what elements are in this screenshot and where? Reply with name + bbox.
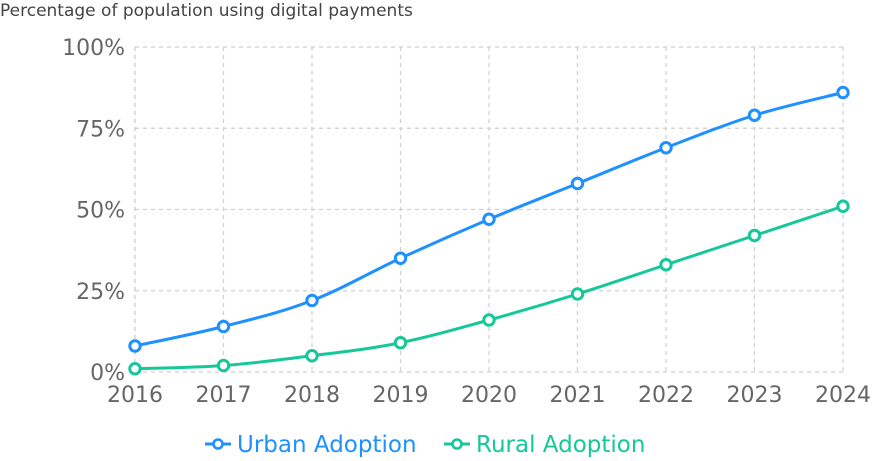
- x-tick-label: 2017: [196, 383, 252, 408]
- y-tick-label: 0%: [90, 361, 125, 386]
- x-tick-label: 2022: [638, 383, 694, 408]
- x-tick-label: 2023: [727, 383, 783, 408]
- data-point[interactable]: [747, 108, 762, 122]
- series-layer: [128, 85, 850, 376]
- data-point[interactable]: [305, 349, 319, 363]
- data-point[interactable]: [659, 141, 673, 155]
- x-tick-label: 2021: [550, 383, 606, 408]
- data-point[interactable]: [128, 339, 142, 353]
- legend-marker-icon: [212, 438, 224, 450]
- legend-label: Rural Adoption: [476, 432, 645, 458]
- data-point[interactable]: [747, 228, 762, 243]
- data-point[interactable]: [570, 287, 585, 301]
- data-point[interactable]: [482, 313, 496, 327]
- legend[interactable]: Urban Adoption Rural Adoption: [205, 432, 645, 458]
- data-point[interactable]: [570, 176, 585, 191]
- x-tick-label: 2019: [373, 383, 429, 408]
- data-point[interactable]: [128, 362, 142, 376]
- legend-label: Urban Adoption: [237, 432, 417, 458]
- series-urban-adoption: [128, 85, 850, 353]
- chart-subtitle: Percentage of population using digital p…: [0, 1, 413, 21]
- x-tick-label: 2016: [107, 383, 163, 408]
- series-rural-adoption: [128, 199, 850, 376]
- data-point[interactable]: [216, 358, 231, 373]
- data-point[interactable]: [836, 85, 850, 100]
- x-tick-label: 2018: [284, 383, 340, 408]
- data-point[interactable]: [393, 336, 408, 350]
- legend-item-rural-adoption[interactable]: Rural Adoption: [444, 432, 645, 458]
- axes: 0% 25% 50% 75% 100% 2016 2017 2018 2019 2020 2021 2…: [62, 36, 871, 408]
- y-tick-label: 25%: [76, 280, 125, 305]
- data-point[interactable]: [482, 212, 496, 226]
- x-tick-label: 2020: [461, 383, 517, 408]
- y-tick-label: 75%: [76, 117, 125, 142]
- x-tick-label: 2024: [815, 383, 871, 408]
- data-point[interactable]: [836, 199, 850, 213]
- y-tick-label: 50%: [76, 199, 125, 224]
- data-point[interactable]: [393, 251, 408, 265]
- legend-marker-icon: [451, 438, 463, 450]
- data-point[interactable]: [659, 258, 673, 272]
- legend-item-urban-adoption[interactable]: Urban Adoption: [205, 432, 417, 458]
- data-point[interactable]: [216, 319, 231, 334]
- y-tick-label: 100%: [62, 36, 125, 61]
- data-point[interactable]: [305, 293, 319, 308]
